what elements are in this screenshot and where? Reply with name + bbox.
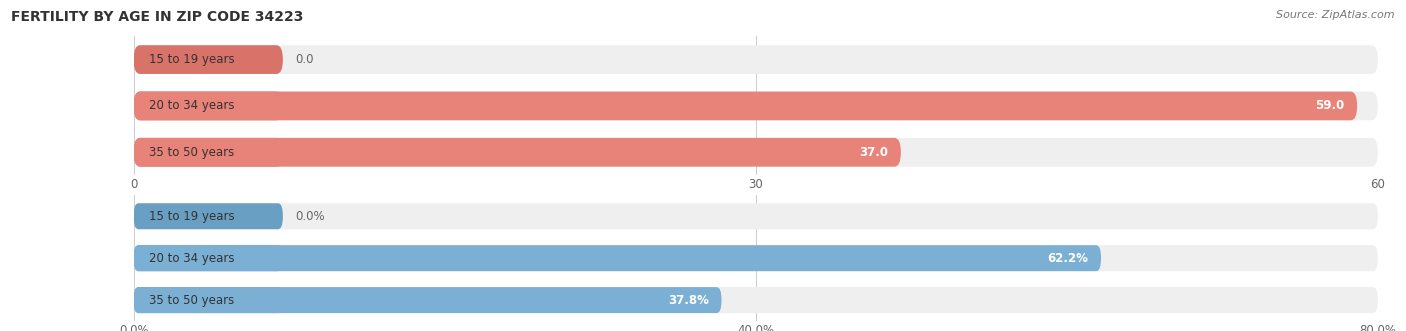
Text: 37.8%: 37.8% (668, 294, 709, 307)
Text: 35 to 50 years: 35 to 50 years (149, 294, 233, 307)
FancyBboxPatch shape (134, 287, 721, 313)
Text: FERTILITY BY AGE IN ZIP CODE 34223: FERTILITY BY AGE IN ZIP CODE 34223 (11, 10, 304, 24)
Text: 0.0: 0.0 (295, 53, 314, 66)
FancyBboxPatch shape (134, 287, 283, 313)
Text: 20 to 34 years: 20 to 34 years (149, 252, 233, 265)
FancyBboxPatch shape (134, 45, 283, 74)
Text: 35 to 50 years: 35 to 50 years (149, 146, 233, 159)
FancyBboxPatch shape (134, 138, 1378, 166)
Text: 59.0: 59.0 (1316, 99, 1344, 113)
FancyBboxPatch shape (134, 92, 1378, 120)
FancyBboxPatch shape (134, 245, 283, 271)
FancyBboxPatch shape (134, 138, 901, 166)
FancyBboxPatch shape (134, 138, 283, 166)
FancyBboxPatch shape (134, 245, 1101, 271)
Text: 20 to 34 years: 20 to 34 years (149, 99, 233, 113)
FancyBboxPatch shape (134, 287, 1378, 313)
Text: 15 to 19 years: 15 to 19 years (149, 210, 235, 223)
Text: 37.0: 37.0 (859, 146, 889, 159)
FancyBboxPatch shape (134, 245, 1378, 271)
FancyBboxPatch shape (134, 203, 283, 229)
Text: 15 to 19 years: 15 to 19 years (149, 53, 235, 66)
FancyBboxPatch shape (134, 92, 283, 120)
Text: Source: ZipAtlas.com: Source: ZipAtlas.com (1277, 10, 1395, 20)
Text: 0.0%: 0.0% (295, 210, 325, 223)
FancyBboxPatch shape (134, 92, 1357, 120)
Text: 62.2%: 62.2% (1047, 252, 1088, 265)
FancyBboxPatch shape (134, 203, 1378, 229)
FancyBboxPatch shape (134, 45, 1378, 74)
